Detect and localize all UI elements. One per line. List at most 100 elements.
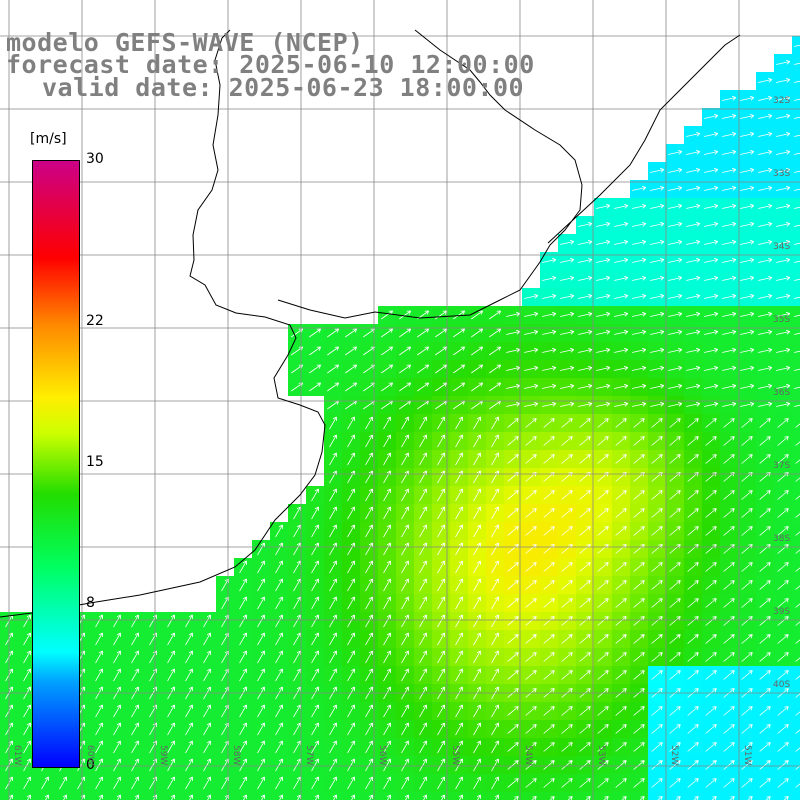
wind-arrow	[383, 578, 391, 592]
wind-arrow	[188, 794, 193, 800]
wind-arrow	[347, 668, 355, 682]
wind-arrow	[419, 704, 427, 718]
wind-arrow	[437, 650, 445, 664]
wind-speed-cell	[396, 792, 414, 800]
wind-arrow	[437, 722, 445, 736]
wind-arrow	[347, 578, 355, 592]
wind-speed-cell	[792, 72, 800, 90]
wind-arrow	[507, 454, 519, 464]
longitude-label: 58W	[231, 745, 241, 766]
wind-speed-cell	[342, 792, 360, 800]
wind-arrow	[365, 560, 373, 574]
wind-arrow	[131, 758, 139, 772]
wind-arrow	[669, 508, 681, 518]
wind-arrow	[347, 596, 355, 610]
wind-speed-cell	[792, 108, 800, 126]
wind-arrow	[489, 346, 502, 356]
wind-arrow	[437, 614, 445, 628]
wind-arrow	[741, 760, 753, 770]
wind-arrow	[185, 758, 193, 772]
wind-arrow	[795, 711, 800, 716]
wind-arrow	[167, 758, 175, 772]
wind-arrow	[723, 634, 735, 644]
wind-arrow	[507, 580, 519, 590]
wind-speed-cell	[504, 792, 522, 800]
wind-arrow	[95, 776, 103, 790]
wind-arrow	[579, 634, 591, 644]
wind-arrow	[296, 794, 301, 800]
wind-arrow	[435, 346, 448, 356]
wind-arrow	[257, 632, 265, 646]
wind-arrow	[596, 257, 611, 263]
colorbar-tick-label: 22	[86, 312, 104, 329]
wind-arrow	[651, 778, 663, 788]
wind-arrow	[293, 578, 301, 592]
wind-arrow	[704, 131, 719, 137]
wind-arrow	[489, 328, 502, 338]
wind-arrow	[740, 365, 755, 371]
wind-arrow	[383, 596, 391, 610]
wind-arrow	[95, 704, 103, 718]
wind-arrow	[669, 778, 681, 788]
wind-arrow	[543, 562, 555, 572]
wind-speed-cell	[792, 468, 800, 486]
wind-arrow	[579, 436, 591, 446]
wind-speed-cell	[792, 612, 800, 630]
wind-arrow	[365, 542, 373, 556]
wind-arrow	[473, 416, 481, 430]
wind-arrow	[651, 454, 663, 464]
wind-arrow	[651, 562, 663, 572]
wind-arrow	[632, 347, 647, 353]
wind-arrow	[401, 452, 409, 466]
wind-arrow	[777, 526, 789, 536]
wind-arrow	[723, 490, 735, 500]
wind-arrow	[383, 740, 391, 754]
wind-arrow	[668, 257, 683, 263]
latitude-label: 39S	[773, 607, 791, 617]
wind-arrow	[723, 562, 735, 572]
wind-speed-cell	[792, 306, 800, 324]
wind-arrow	[455, 758, 463, 772]
wind-arrow	[473, 506, 481, 520]
wind-arrow	[473, 776, 481, 790]
wind-arrow	[579, 670, 591, 680]
wind-arrow	[365, 668, 373, 682]
wind-arrow	[777, 544, 789, 554]
wind-arrow	[98, 794, 103, 800]
wind-arrow	[419, 524, 427, 538]
wind-arrow	[615, 634, 627, 644]
wind-arrow	[741, 454, 753, 464]
wind-arrow	[473, 722, 481, 736]
wind-arrow	[275, 578, 283, 592]
wind-arrow	[473, 740, 481, 754]
wind-arrow	[687, 436, 699, 446]
colorbar	[32, 160, 80, 768]
wind-arrow	[542, 275, 557, 281]
wind-speed-cell	[576, 792, 594, 800]
wind-arrow	[491, 452, 499, 466]
longitude-label: 57W	[304, 745, 314, 766]
wind-arrow	[473, 578, 481, 592]
wind-speed-cell	[666, 792, 684, 800]
wind-arrow	[686, 293, 701, 299]
colorbar-tick-label: 15	[86, 454, 104, 470]
wind-arrow	[596, 365, 611, 371]
wind-arrow	[185, 704, 193, 718]
wind-arrow	[347, 542, 355, 556]
wind-arrow	[167, 614, 175, 628]
wind-arrow	[381, 382, 394, 392]
wind-arrow	[704, 365, 719, 371]
wind-arrow	[759, 724, 771, 734]
wind-arrow	[455, 524, 463, 538]
wind-arrow	[419, 776, 427, 790]
colorbar-tick-label: 30	[86, 151, 104, 167]
wind-arrow	[741, 706, 753, 716]
wind-arrow	[491, 632, 499, 646]
wind-arrow	[491, 722, 499, 736]
wind-arrow	[794, 224, 800, 227]
wind-arrow	[455, 488, 463, 502]
wind-arrow	[651, 580, 663, 590]
wind-arrow	[560, 383, 575, 389]
wind-arrow	[650, 329, 665, 335]
wind-arrow	[347, 614, 355, 628]
